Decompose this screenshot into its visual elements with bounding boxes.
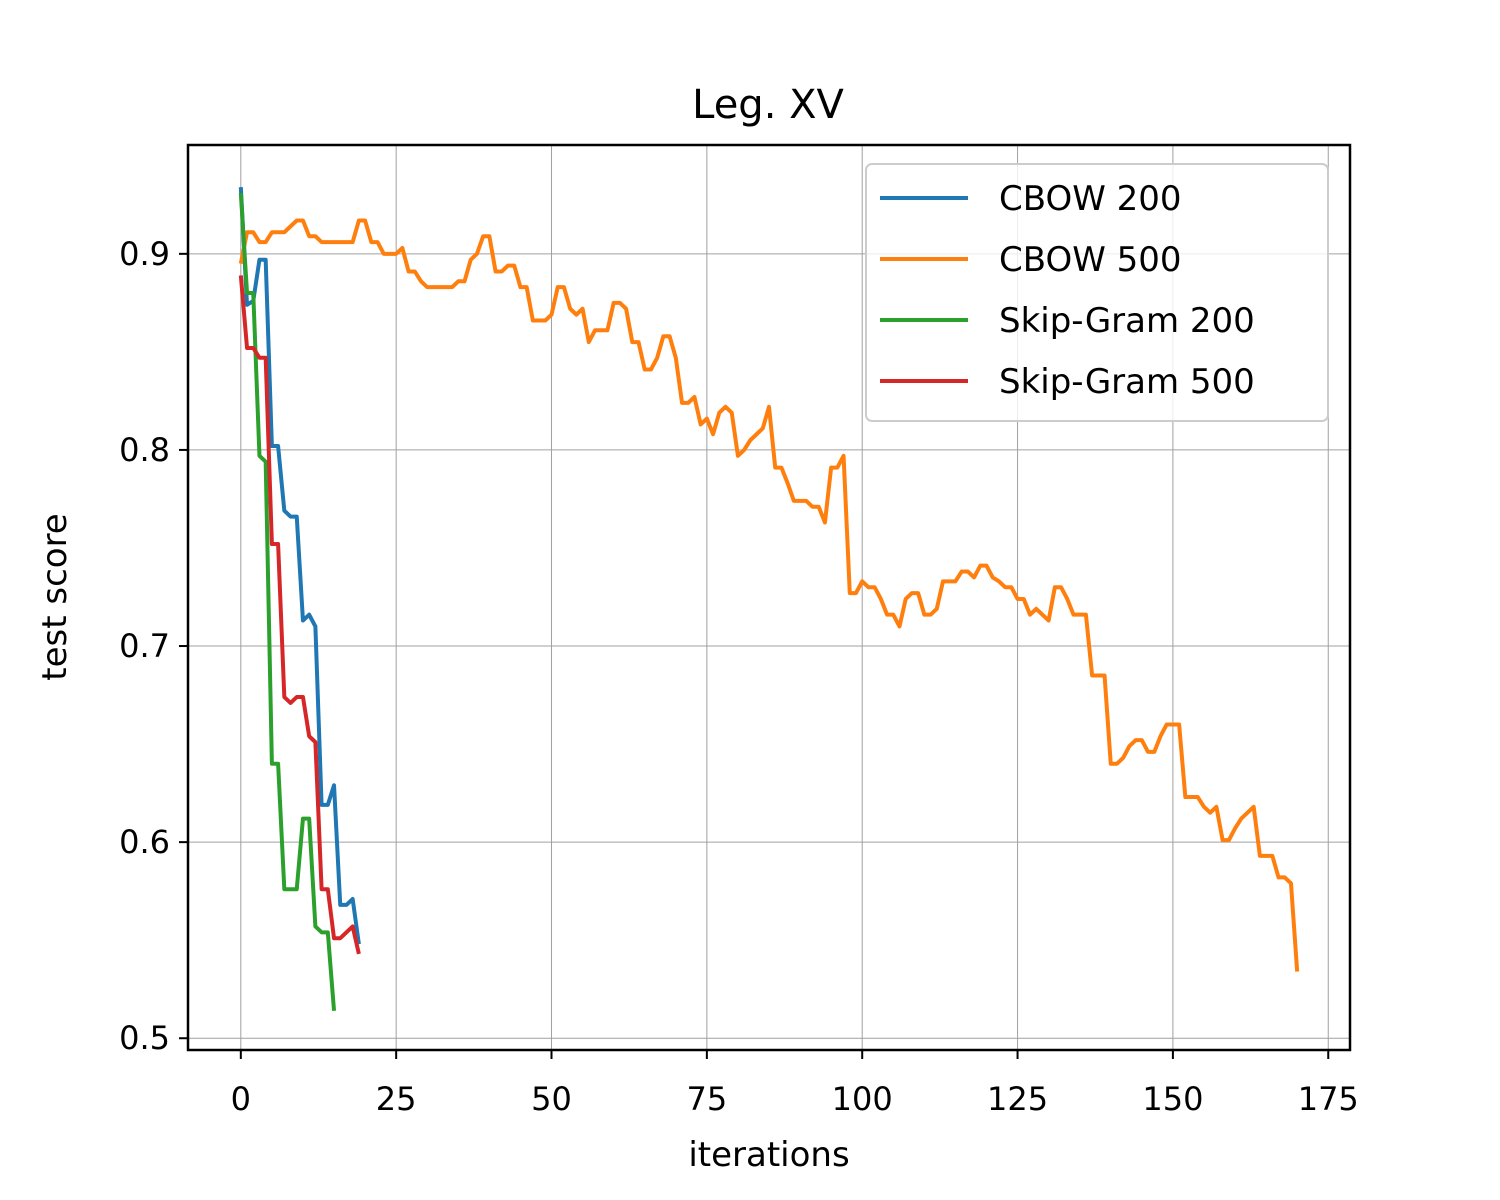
x-tick-label: 100 xyxy=(832,1080,893,1118)
series-lines xyxy=(238,187,1300,1011)
y-tick-label: 0.9 xyxy=(119,235,170,273)
y-tick-label: 0.5 xyxy=(119,1019,170,1057)
x-tick-label: 50 xyxy=(531,1080,572,1118)
series-line-skip-gram-200 xyxy=(238,192,337,1011)
y-axis-ticks: 0.5 0.6 0.7 0.8 0.9 xyxy=(119,235,188,1057)
x-axis-label: iterations xyxy=(688,1135,849,1175)
x-axis-ticks: 0 25 50 75 100 125 150 175 xyxy=(231,1050,1359,1118)
legend-label-cbow-500: CBOW 500 xyxy=(999,240,1182,280)
legend: CBOW 200 CBOW 500 Skip-Gram 200 Skip-Gram 5… xyxy=(865,163,1329,422)
x-tick-label: 175 xyxy=(1298,1080,1359,1118)
legend-label-cbow-200: CBOW 200 xyxy=(999,179,1182,219)
y-tick-label: 0.8 xyxy=(119,431,170,469)
y-axis-label: test score xyxy=(35,513,75,680)
x-tick-label: 25 xyxy=(376,1080,417,1118)
y-tick-label: 0.7 xyxy=(119,627,170,665)
x-tick-label: 0 xyxy=(231,1080,251,1118)
y-tick-label: 0.6 xyxy=(119,823,170,861)
x-tick-label: 125 xyxy=(987,1080,1048,1118)
legend-label-skip-gram-200: Skip-Gram 200 xyxy=(999,301,1255,341)
chart-title: Leg. XV xyxy=(692,82,844,128)
legend-box xyxy=(865,163,1329,422)
series-line-skip-gram-500 xyxy=(238,275,361,955)
legend-label-skip-gram-500: Skip-Gram 500 xyxy=(999,362,1255,402)
series-line-cbow-500 xyxy=(238,218,1300,972)
series-line-cbow-200 xyxy=(238,187,361,945)
x-tick-label: 75 xyxy=(687,1080,728,1118)
x-tick-label: 150 xyxy=(1142,1080,1203,1118)
plot-frame xyxy=(186,143,1352,1052)
